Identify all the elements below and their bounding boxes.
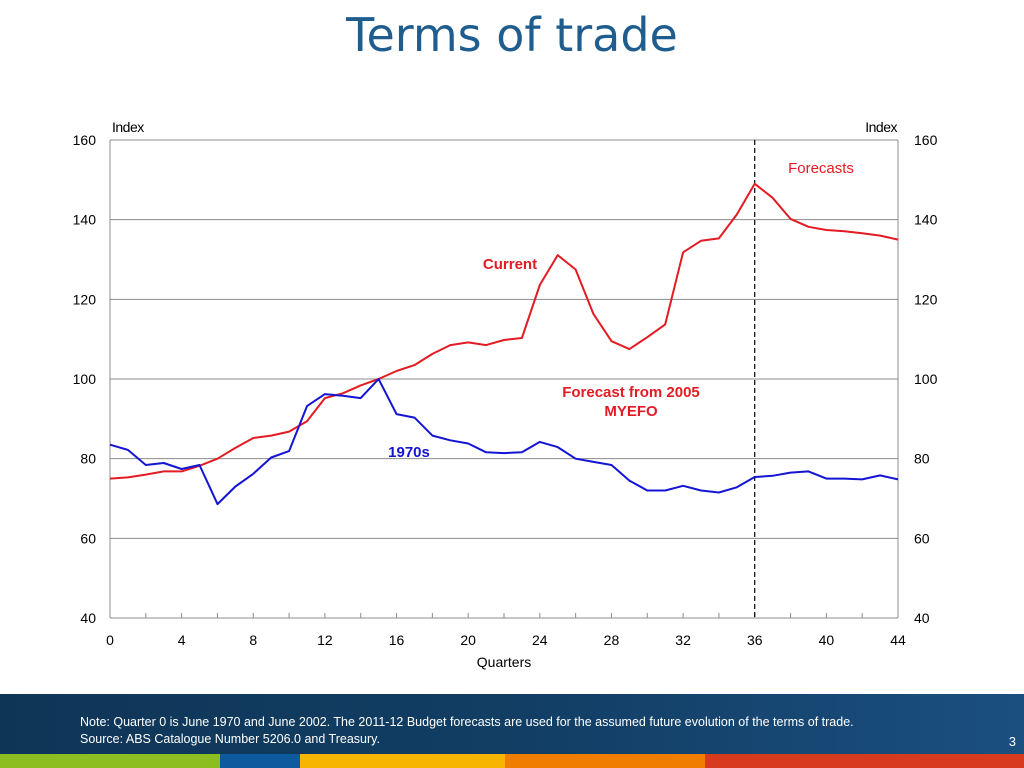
series-line-current [109, 182, 899, 480]
y-tick-left-60: 60 [80, 530, 96, 546]
y-tick-left-140: 140 [73, 212, 97, 228]
y-axis-label-right: Index [865, 119, 897, 135]
annotation-myefo: Forecast from 2005 MYEFO [562, 384, 700, 420]
tick-labels: 40 40 60 60 80 80 100 100 120 120 140 140 160 160 0 4 8 1… [73, 132, 938, 648]
y-tick-right-60: 60 [914, 530, 930, 546]
y-tick-right-40: 40 [914, 610, 930, 626]
color-stripe-4 [505, 754, 705, 768]
grid-layer [110, 139, 898, 619]
slide-title: Terms of trade [346, 8, 678, 62]
annotation-current: Current [483, 256, 537, 273]
chart-text: Index Index Quarters Forecasts Current Foreca… [112, 119, 898, 670]
terms-of-trade-chart: 40 40 60 60 80 80 100 100 120 120 140 140 160 160 0 4 8 1… [73, 119, 938, 670]
y-tick-left-40: 40 [80, 610, 96, 626]
x-tick-8: 8 [249, 632, 257, 648]
page-number: 3 [1008, 734, 1016, 749]
x-tick-20: 20 [460, 632, 476, 648]
y-tick-right-160: 160 [914, 132, 938, 148]
color-stripe-1 [0, 754, 220, 768]
color-stripe-3 [300, 754, 505, 768]
x-tick-24: 24 [532, 632, 548, 648]
x-tick-36: 36 [747, 632, 763, 648]
x-tick-4: 4 [178, 632, 186, 648]
x-tick-28: 28 [604, 632, 620, 648]
y-tick-right-80: 80 [914, 451, 930, 467]
chart-note: Note: Quarter 0 is June 1970 and June 20… [80, 715, 854, 729]
series-line-seventies [109, 378, 899, 506]
y-tick-right-140: 140 [914, 212, 938, 228]
footer-bar: Note: Quarter 0 is June 1970 and June 20… [0, 694, 1024, 754]
y-tick-left-80: 80 [80, 451, 96, 467]
plot-frame [109, 140, 899, 618]
y-tick-left-100: 100 [73, 371, 97, 387]
y-tick-right-120: 120 [914, 291, 938, 307]
annotation-myefo-line1: Forecast from 2005 [562, 384, 700, 401]
y-tick-left-120: 120 [73, 291, 97, 307]
x-tick-32: 32 [675, 632, 691, 648]
annotation-1970s: 1970s [388, 444, 430, 461]
footer-notes: Note: Quarter 0 is June 1970 and June 20… [80, 714, 854, 748]
series-layer [109, 182, 899, 506]
x-tick-16: 16 [389, 632, 405, 648]
x-tick-0: 0 [106, 632, 114, 648]
x-axis-label: Quarters [477, 654, 531, 670]
y-axis-label-left: Index [112, 119, 144, 135]
x-tick-40: 40 [819, 632, 835, 648]
annotation-myefo-line2: MYEFO [604, 403, 658, 420]
annotation-forecasts: Forecasts [788, 160, 854, 177]
x-tick-12: 12 [317, 632, 333, 648]
x-tick-44: 44 [890, 632, 906, 648]
color-stripe-2 [220, 754, 300, 768]
chart-source: Source: ABS Catalogue Number 5206.0 and … [80, 732, 380, 746]
color-stripe-5 [705, 754, 1024, 768]
y-tick-right-100: 100 [914, 371, 938, 387]
y-tick-left-160: 160 [73, 132, 97, 148]
